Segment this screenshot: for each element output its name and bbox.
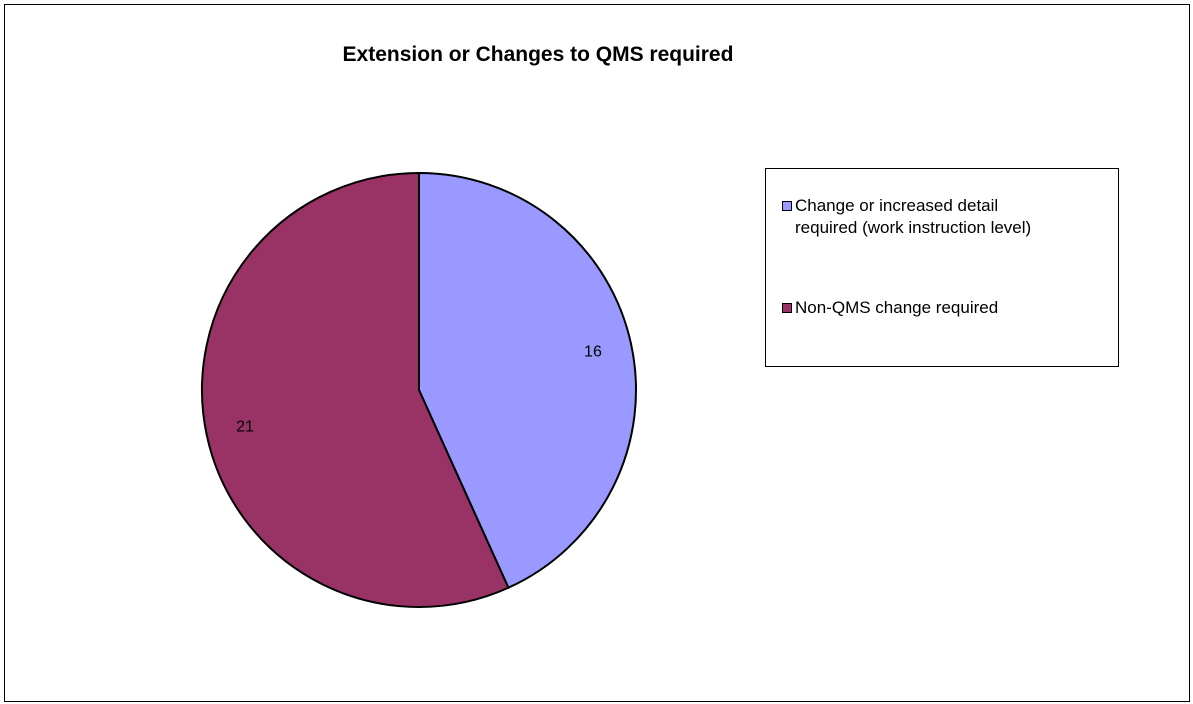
pie-slice-non-qms (201, 171, 510, 608)
legend: Change or increased detail required (wor… (765, 168, 1119, 367)
legend-item-non-qms: Non-QMS change required (782, 297, 1102, 319)
data-label-change-detail: 16 (584, 344, 602, 361)
legend-swatch-change-detail (782, 201, 792, 211)
legend-item-change-detail: Change or increased detail required (wor… (782, 195, 1102, 239)
pie-slices (201, 171, 637, 608)
legend-label-change-detail: Change or increased detail required (wor… (795, 196, 1032, 237)
data-label-non-qms: 21 (236, 419, 254, 436)
legend-swatch-non-qms (782, 303, 792, 313)
pie-slice-change-detail (418, 171, 637, 590)
chart-area: Extension or Changes to QMS required 16 2… (4, 4, 1190, 702)
chart-title: Extension or Changes to QMS required (342, 43, 734, 66)
legend-label-non-qms: Non-QMS change required (795, 298, 999, 317)
